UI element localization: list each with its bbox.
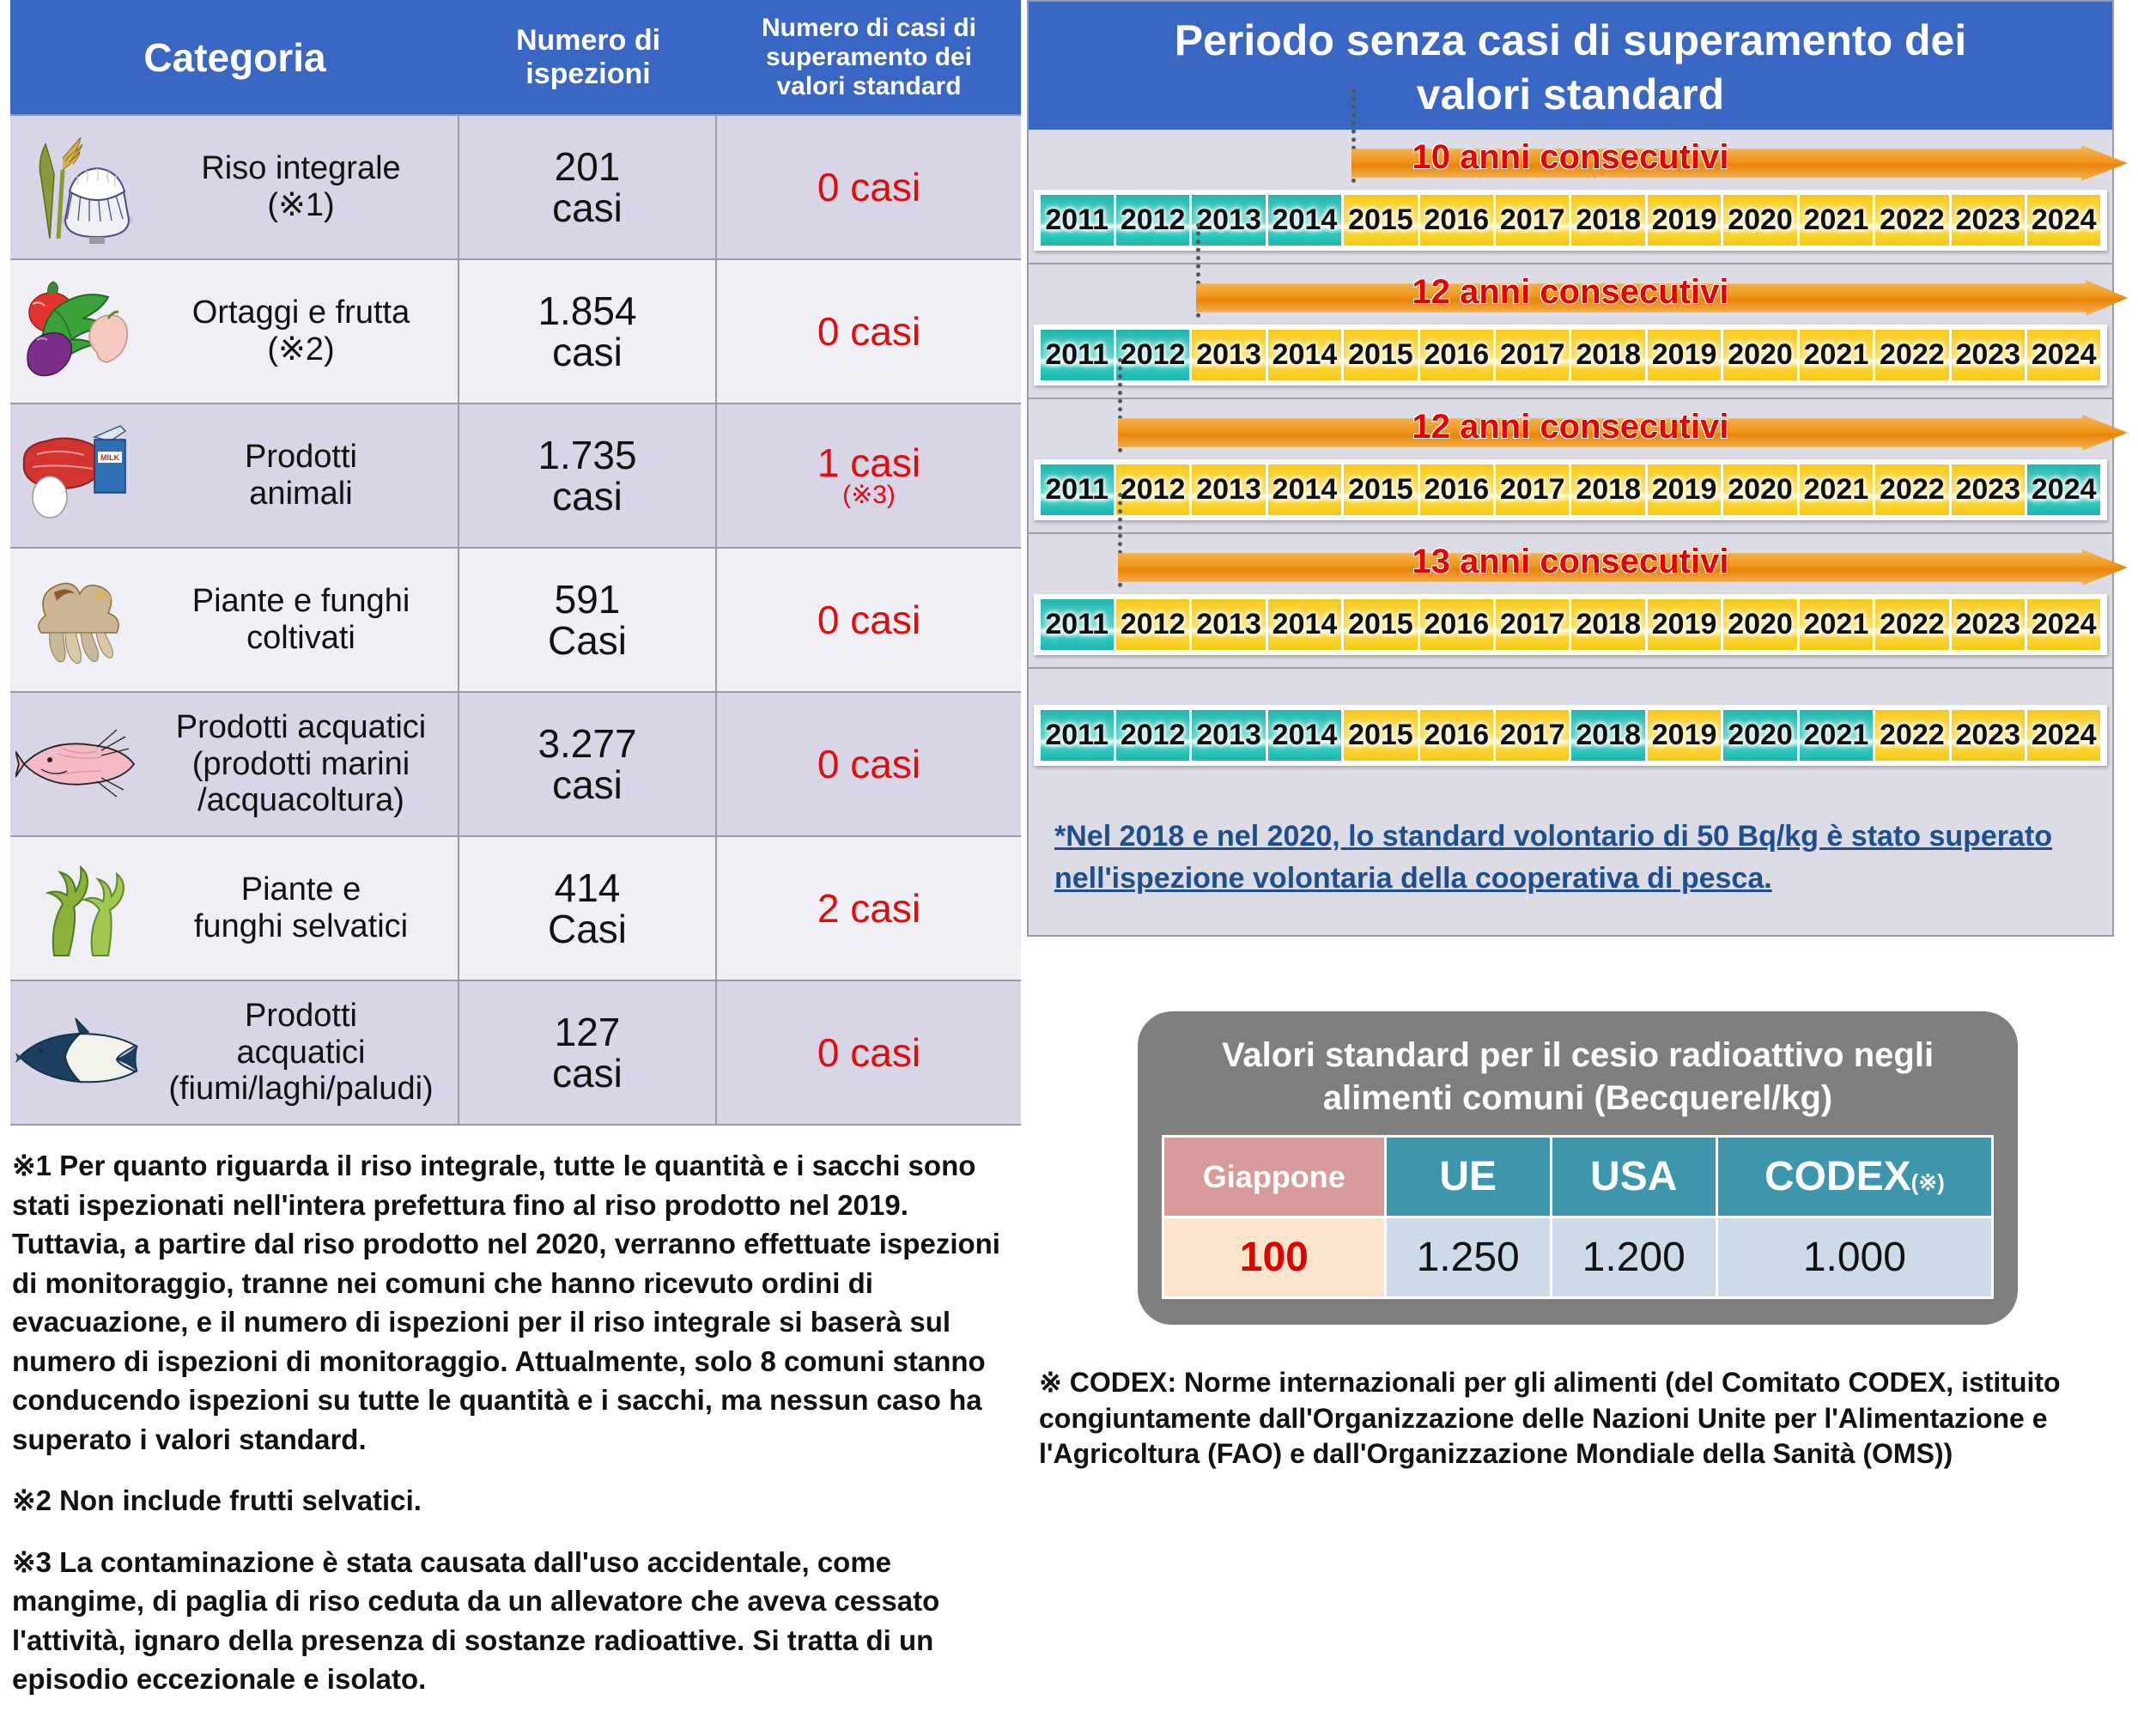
svg-text:MILK: MILK <box>100 453 119 462</box>
